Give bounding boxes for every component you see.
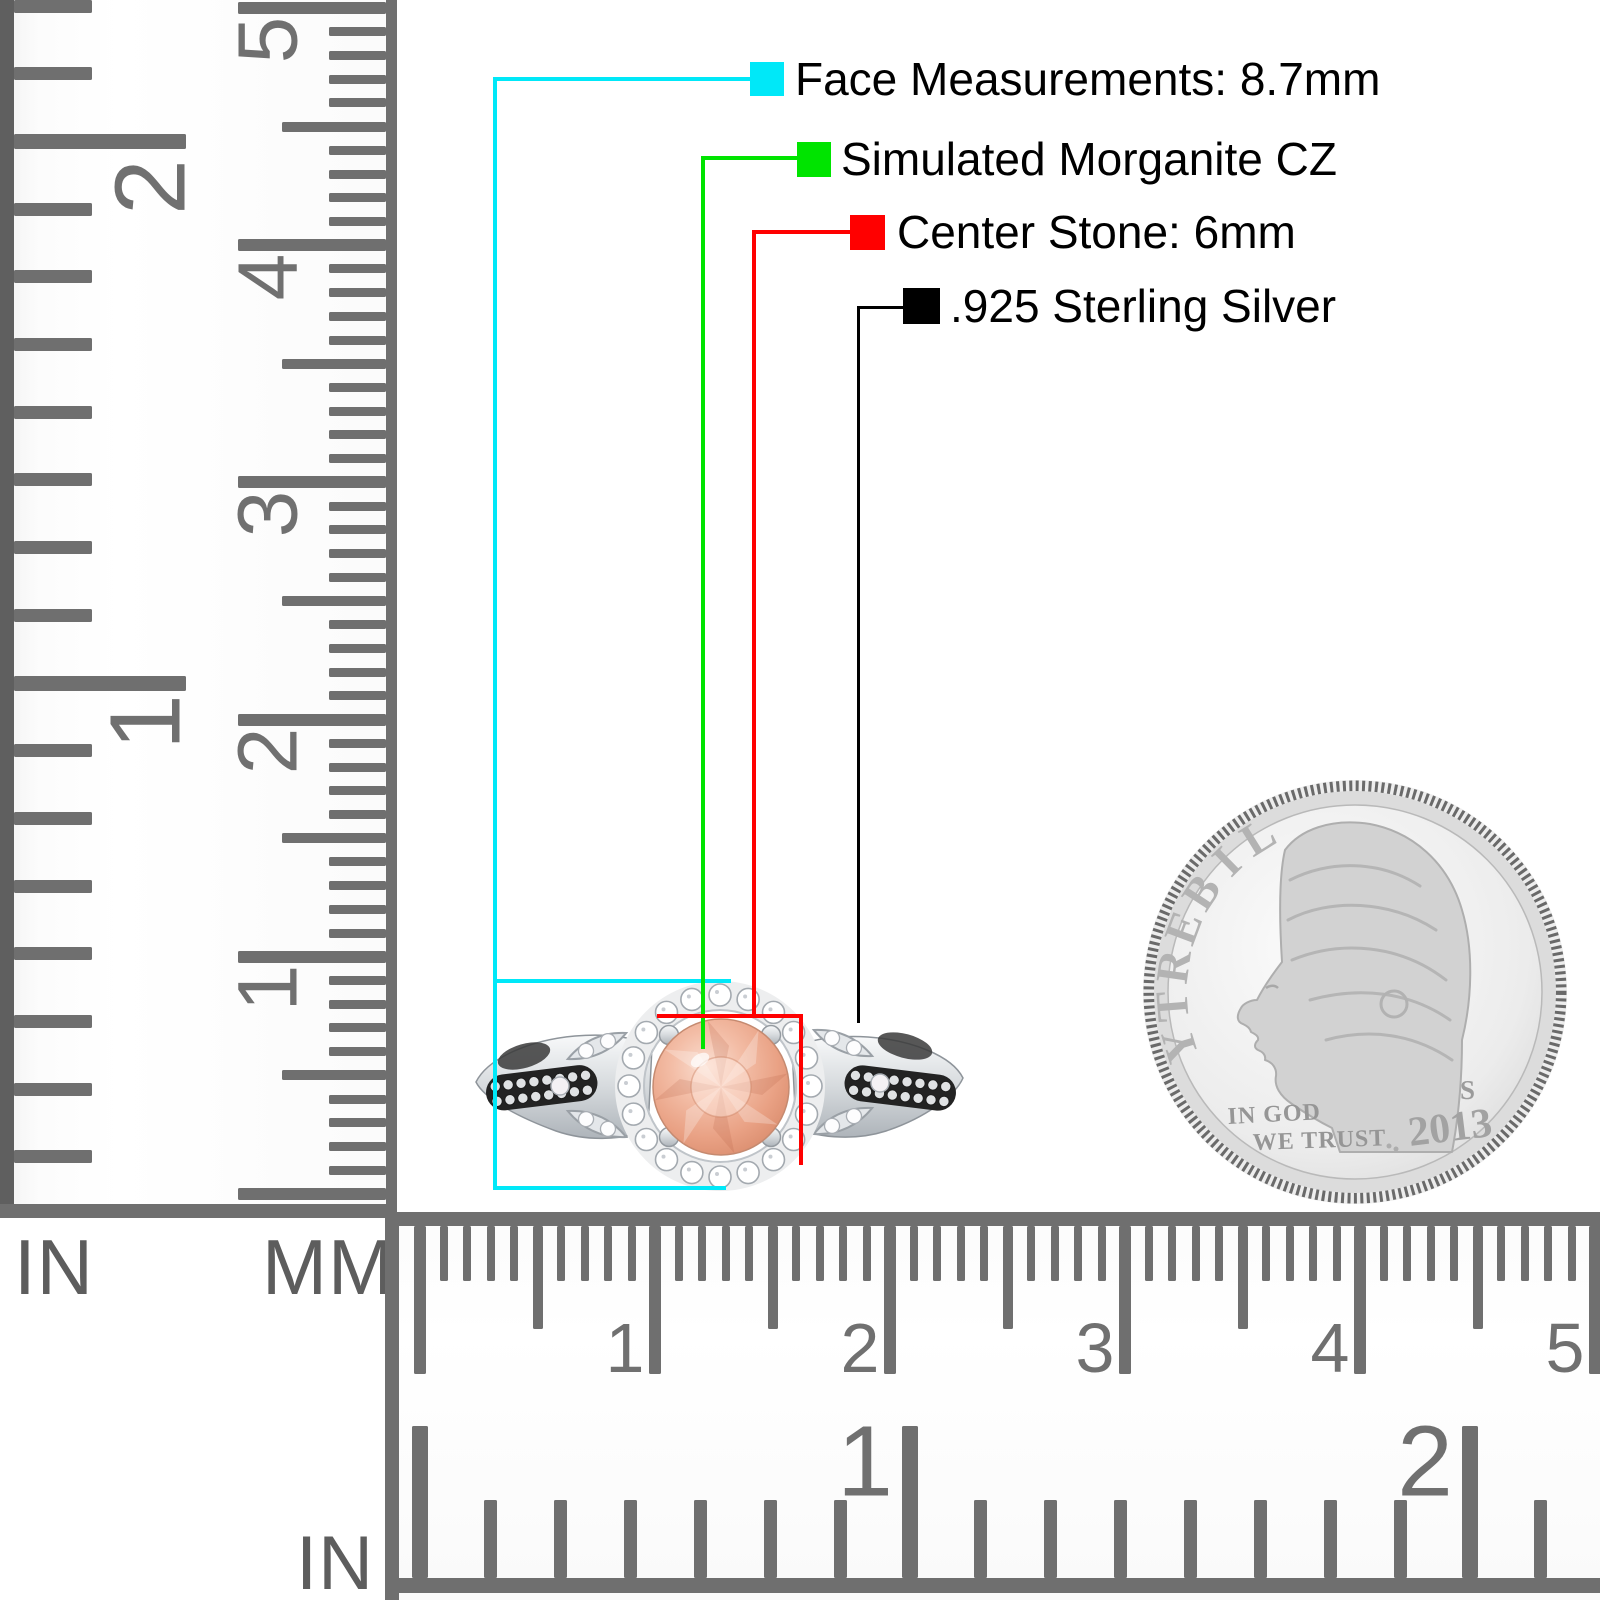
inch-unit-label: IN bbox=[296, 1521, 374, 1600]
red-bracket-right bbox=[799, 1014, 803, 1165]
cm-number: 5 bbox=[220, 16, 315, 64]
ruler-top-edge bbox=[385, 1212, 1600, 1226]
horizontal-ruler: 1 2 3 4 5 1 2 bbox=[385, 1212, 1600, 1600]
cm-number: 2 bbox=[840, 1309, 880, 1387]
coin-year: 2013 bbox=[1406, 1100, 1495, 1156]
cyan-callout-line-horizontal bbox=[493, 77, 751, 81]
annotation-face-measurements: Face Measurements: 8.7mm bbox=[795, 53, 1381, 105]
cm-number: 4 bbox=[1310, 1309, 1350, 1387]
coin-rim bbox=[1154, 791, 1556, 1193]
vertical-ruler: 2 1 5 4 3 2 1 bbox=[0, 0, 397, 1218]
black-callout-line-vertical bbox=[857, 306, 860, 1023]
cm-number: 4 bbox=[220, 253, 315, 301]
cyan-swatch bbox=[750, 62, 784, 96]
red-bracket-top bbox=[657, 1014, 803, 1018]
ruler-right-edge bbox=[386, 0, 397, 1218]
inch-number: 1 bbox=[837, 1405, 893, 1518]
cyan-bracket-top bbox=[493, 979, 731, 983]
leaf-cluster-right bbox=[811, 1028, 890, 1136]
svg-text:T: T bbox=[1145, 989, 1198, 1024]
band-opening bbox=[497, 1042, 551, 1070]
cm-number: 5 bbox=[1545, 1309, 1585, 1387]
ring-photo bbox=[475, 981, 964, 1191]
roosevelt-portrait bbox=[1236, 821, 1472, 1153]
cm-number: 3 bbox=[1075, 1309, 1115, 1387]
red-swatch bbox=[850, 215, 885, 250]
inch-number: 2 bbox=[1397, 1405, 1453, 1518]
cm-number: 1 bbox=[220, 964, 315, 1012]
annotation-center-stone: Center Stone: 6mm bbox=[897, 206, 1296, 258]
black-swatch bbox=[903, 288, 940, 324]
motto-line-1: IN GOD bbox=[1227, 1099, 1322, 1130]
reeded-edge bbox=[1143, 780, 1567, 1204]
cm-number: 1 bbox=[605, 1309, 645, 1387]
designer-initials bbox=[1386, 1143, 1392, 1149]
cm-number: 2 bbox=[220, 727, 315, 775]
halo bbox=[615, 981, 825, 1191]
green-swatch bbox=[797, 142, 831, 177]
annotation-stone-type: Simulated Morganite CZ bbox=[841, 133, 1337, 185]
motto-line-2: WE TRUST bbox=[1252, 1125, 1386, 1156]
cm-number: 3 bbox=[220, 490, 315, 538]
ear bbox=[1379, 989, 1409, 1019]
mint-mark: S bbox=[1460, 1075, 1475, 1105]
cyan-bracket-bottom bbox=[493, 1186, 726, 1190]
ruler-left-edge bbox=[385, 1212, 399, 1600]
leaf-cluster-left bbox=[550, 1031, 629, 1139]
green-callout-line-horizontal bbox=[701, 156, 798, 160]
eye bbox=[1265, 984, 1279, 990]
ruler-left-edge bbox=[0, 0, 14, 1206]
mm-unit-label: MM bbox=[262, 1223, 394, 1311]
center-stone bbox=[652, 1018, 790, 1156]
annotation-metal: .925 Sterling Silver bbox=[950, 280, 1337, 332]
inch-unit-label: IN bbox=[14, 1223, 94, 1311]
designer-initials bbox=[1393, 1146, 1399, 1152]
black-callout-line-horizontal bbox=[858, 306, 904, 309]
green-callout-line-vertical bbox=[701, 156, 705, 1049]
beaded-band-right bbox=[844, 1065, 956, 1111]
ruler-bottom-edge bbox=[385, 1578, 1600, 1593]
band-opening bbox=[877, 1032, 933, 1060]
inch-number: 2 bbox=[94, 159, 207, 215]
red-callout-line-horizontal bbox=[753, 230, 851, 234]
red-callout-line-vertical bbox=[752, 230, 756, 1016]
cyan-callout-line-vertical bbox=[493, 77, 497, 1190]
svg-text:R: R bbox=[1146, 946, 1201, 987]
ruler-bottom-edge bbox=[0, 1204, 397, 1218]
inch-number: 1 bbox=[89, 694, 202, 750]
